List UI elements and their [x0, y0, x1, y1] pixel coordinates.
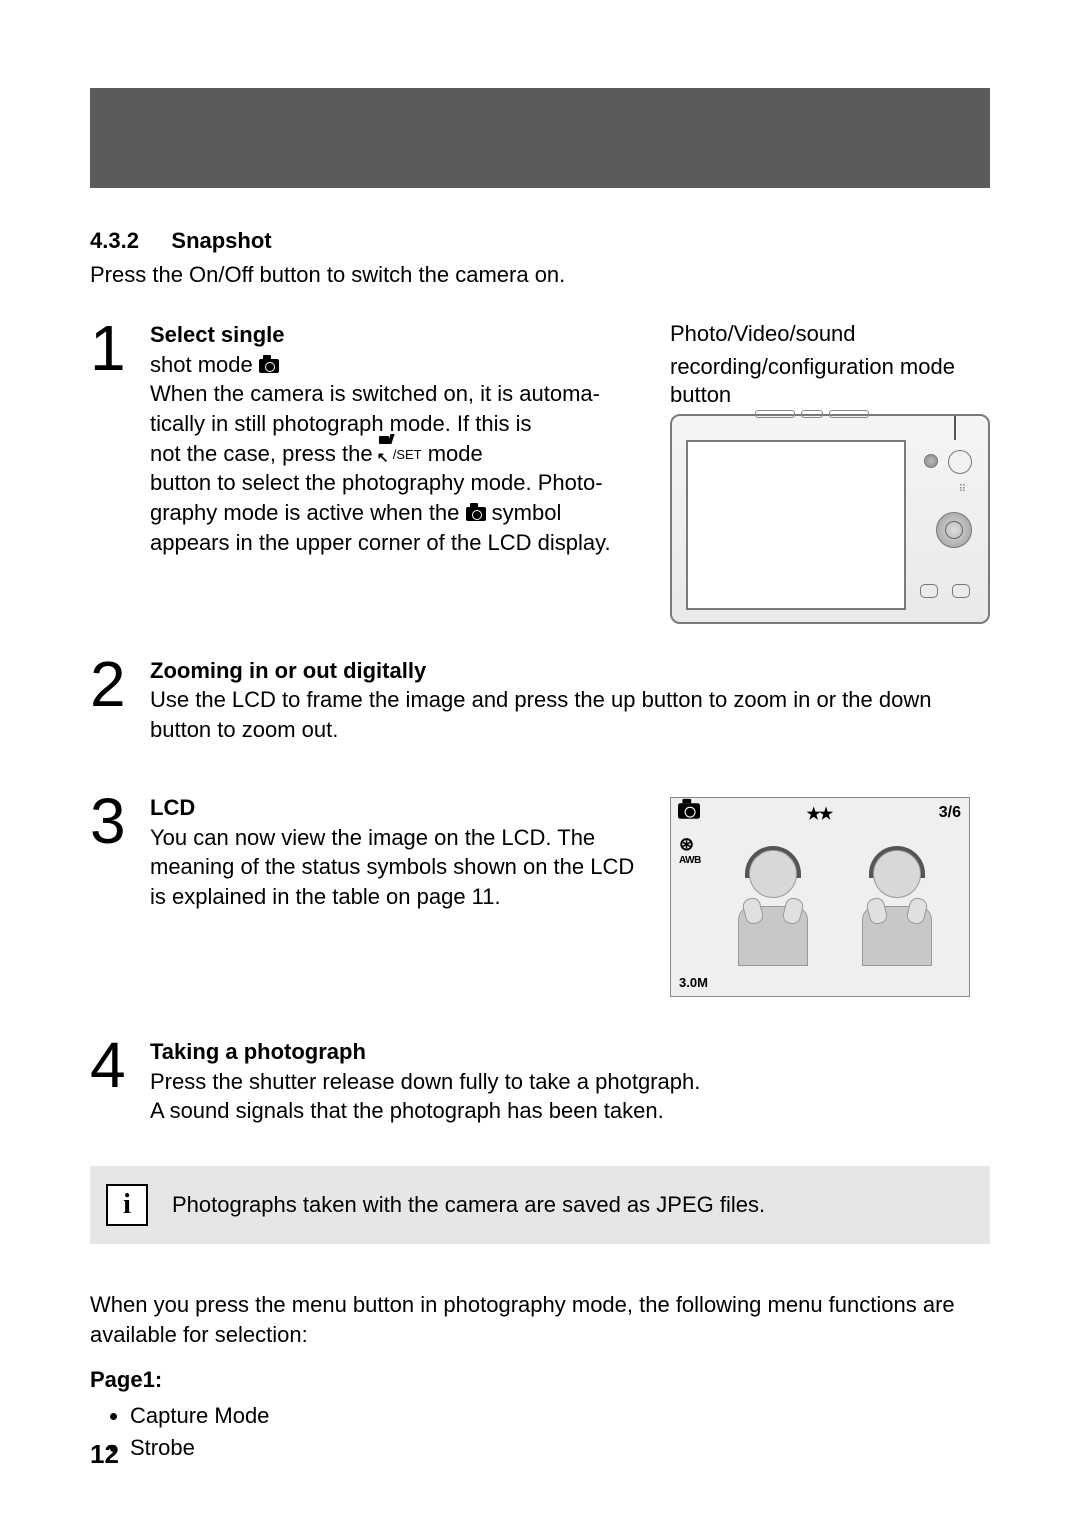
lcd-preview-block: ★★ 3/6 ⊛ AWB 3.0M	[670, 793, 990, 997]
lcd-preview: ★★ 3/6 ⊛ AWB 3.0M	[670, 797, 970, 997]
step-2-body: Zooming in or out digitally Use the LCD …	[150, 656, 990, 745]
camera-button-bottom-left	[920, 584, 938, 598]
info-text: Photographs taken with the camera are sa…	[172, 1192, 765, 1218]
step-3-title: LCD	[150, 793, 640, 823]
intro-text: Press the On/Off button to switch the ca…	[90, 262, 990, 288]
step-2-text: Use the LCD to frame the image and press…	[150, 685, 990, 744]
flash-icon: ⊛	[679, 834, 694, 854]
menu-item: Strobe	[130, 1435, 990, 1461]
step-1-p3a: not the case, press the	[150, 441, 373, 466]
header-bar	[90, 88, 990, 188]
lcd-left-icons: ⊛ AWB	[679, 834, 701, 866]
camera-button-mode	[948, 450, 972, 474]
awb-label: AWB	[679, 855, 701, 866]
indicator-line	[954, 416, 956, 440]
camera-speaker-dots: ⠿	[959, 484, 968, 495]
section-title: Snapshot	[171, 228, 271, 254]
camera-diagram-block: Photo/Video/sound recording/configuratio…	[670, 320, 990, 624]
step-number: 2	[90, 656, 150, 712]
menu-item: Capture Mode	[130, 1403, 990, 1429]
camera-label-2: recording/configuration mode button	[670, 353, 990, 410]
camera-icon	[678, 803, 700, 818]
camera-top-controls	[752, 410, 892, 420]
camera-button-bottom-right	[952, 584, 970, 598]
lcd-stars: ★★	[807, 804, 832, 824]
step-3-body: LCD You can now view the image on the LC…	[150, 793, 640, 912]
step-number: 4	[90, 1037, 150, 1093]
person-figure	[852, 846, 942, 966]
page1-label: Page1:	[90, 1367, 990, 1393]
step-4-line2: A sound signals that the photograph has …	[150, 1096, 990, 1126]
lcd-counter: 3/6	[939, 804, 961, 824]
camera-illustration: ⠿	[670, 414, 990, 624]
menu-intro: When you press the menu button in photog…	[90, 1290, 990, 1349]
camera-label-1: Photo/Video/sound	[670, 320, 990, 349]
step-3-text: You can now view the image on the LCD. T…	[150, 823, 640, 912]
info-icon: i	[106, 1184, 148, 1226]
manual-page: 4.3.2 Snapshot Press the On/Off button t…	[0, 0, 1080, 1530]
lcd-photo-content	[711, 828, 959, 966]
step-1-p2: tically in still photograph mode. If thi…	[150, 411, 532, 436]
step-1-p1: When the camera is switched on, it is au…	[150, 381, 600, 406]
step-4-title: Taking a photograph	[150, 1037, 990, 1067]
camera-button-small	[924, 454, 938, 468]
step-number: 3	[90, 793, 150, 849]
step-1-body: Select single shot mode When the camera …	[150, 320, 640, 558]
page-number: 12	[90, 1439, 119, 1470]
person-figure	[728, 846, 818, 966]
section-heading: 4.3.2 Snapshot	[90, 228, 990, 254]
step-2-title: Zooming in or out digitally	[150, 656, 990, 686]
step-1-p4: button to select the photography mode. P…	[150, 470, 603, 495]
step-1-subline: shot mode	[150, 352, 253, 377]
camera-icon	[466, 507, 486, 521]
step-1-title: Select single	[150, 322, 285, 347]
step-4-body: Taking a photograph Press the shutter re…	[150, 1037, 990, 1126]
camera-button-nav	[936, 512, 972, 548]
step-1-p5a: graphy mode is active when the	[150, 500, 459, 525]
step-1-p3b: mode	[428, 441, 483, 466]
set-mode-icon: ↖/SET	[379, 446, 422, 464]
lcd-resolution: 3.0M	[679, 975, 708, 990]
step-number: 1	[90, 320, 150, 376]
menu-list: Capture Mode Strobe	[90, 1403, 990, 1461]
step-4-line1: Press the shutter release down fully to …	[150, 1067, 990, 1097]
section-number: 4.3.2	[90, 228, 139, 254]
camera-icon	[259, 359, 279, 373]
info-note: i Photographs taken with the camera are …	[90, 1166, 990, 1244]
camera-screen	[686, 440, 906, 610]
